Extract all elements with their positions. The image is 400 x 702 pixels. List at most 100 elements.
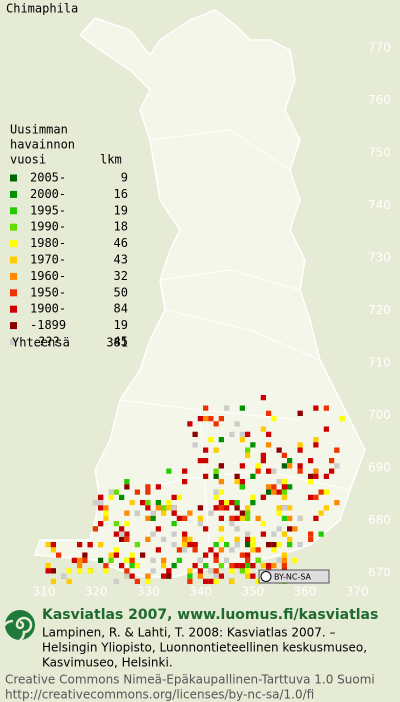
y-coordinate-label: 770 <box>368 41 391 55</box>
occurrence-square <box>203 458 209 464</box>
legend-swatch <box>10 190 17 198</box>
occurrence-square <box>266 442 272 448</box>
occurrence-square <box>239 479 245 485</box>
occurrence-square <box>98 521 104 527</box>
occurrence-square <box>271 542 277 548</box>
occurrence-square <box>255 578 261 584</box>
occurrence-square <box>203 552 209 558</box>
x-coordinate-label: 320 <box>85 585 108 599</box>
occurrence-square <box>119 536 125 542</box>
occurrence-square <box>313 437 319 443</box>
occurrence-square <box>145 515 151 521</box>
occurrence-square <box>255 557 261 563</box>
y-coordinate-label: 670 <box>368 566 391 580</box>
occurrence-square <box>218 437 224 443</box>
occurrence-square <box>234 421 240 427</box>
occurrence-square <box>250 442 256 448</box>
occurrence-square <box>129 552 135 558</box>
y-coordinate-label: 730 <box>368 251 391 265</box>
map-title: Chimaphila <box>6 2 78 16</box>
occurrence-square <box>87 568 93 574</box>
citation-line: Lampinen, R. & Lahti, T. 2008: Kasviatla… <box>42 626 336 640</box>
occurrence-square <box>71 557 77 563</box>
occurrence-square <box>182 479 188 485</box>
occurrence-square <box>213 505 219 511</box>
occurrence-square <box>276 510 282 516</box>
occurrence-square <box>129 557 135 563</box>
legend-count: 32 <box>114 269 128 283</box>
legend-swatch <box>10 174 17 182</box>
occurrence-square <box>297 442 303 448</box>
occurrence-square <box>218 500 224 506</box>
occurrence-square <box>124 484 130 490</box>
occurrence-square <box>197 557 203 563</box>
occurrence-square <box>187 573 193 579</box>
occurrence-square <box>113 521 119 527</box>
occurrence-square <box>297 542 303 548</box>
occurrence-square <box>250 473 256 479</box>
legend-label: 1950- <box>30 285 66 299</box>
occurrence-square <box>213 494 219 500</box>
occurrence-square <box>308 473 314 479</box>
legend-label: 1980- <box>30 236 66 250</box>
occurrence-square <box>271 468 277 474</box>
legend-count: 84 <box>114 302 128 316</box>
occurrence-square <box>119 526 125 532</box>
occurrence-square <box>297 447 303 453</box>
occurrence-square <box>281 505 287 511</box>
legend-count: 43 <box>114 253 128 267</box>
occurrence-square <box>292 526 298 532</box>
occurrence-square <box>245 542 251 548</box>
occurrence-square <box>255 515 261 521</box>
legend-label: ??? <box>38 335 60 349</box>
occurrence-square <box>134 542 140 548</box>
occurrence-square <box>140 552 146 558</box>
occurrence-square <box>82 557 88 563</box>
occurrence-square <box>82 552 88 558</box>
occurrence-square <box>218 489 224 495</box>
occurrence-square <box>45 568 51 574</box>
occurrence-square <box>250 573 256 579</box>
occurrence-square <box>197 521 203 527</box>
occurrence-square <box>323 489 329 495</box>
occurrence-square <box>145 500 151 506</box>
occurrence-square <box>318 489 324 495</box>
occurrence-square <box>171 521 177 527</box>
occurrence-square <box>45 563 51 569</box>
occurrence-square <box>218 573 224 579</box>
occurrence-square <box>161 573 167 579</box>
logo-circle <box>5 610 35 640</box>
total-label: Yhteensä <box>12 336 70 350</box>
occurrence-square <box>266 542 272 548</box>
occurrence-square <box>271 531 277 537</box>
occurrence-square <box>166 505 172 511</box>
occurrence-square <box>155 526 161 532</box>
occurrence-square <box>192 442 198 448</box>
occurrence-square <box>129 500 135 506</box>
occurrence-square <box>239 552 245 558</box>
occurrence-square <box>287 536 293 542</box>
occurrence-square <box>276 526 282 532</box>
occurrence-square <box>213 447 219 453</box>
occurrence-square <box>323 405 329 411</box>
occurrence-square <box>239 463 245 469</box>
occurrence-square <box>155 547 161 553</box>
occurrence-square <box>297 410 303 416</box>
citation-line: Helsingin Yliopisto, Luonnontieteellinen… <box>42 641 367 655</box>
occurrence-square <box>292 557 298 563</box>
occurrence-square <box>108 494 114 500</box>
occurrence-square <box>145 536 151 542</box>
legend-swatch <box>10 338 17 346</box>
occurrence-square <box>187 536 193 542</box>
occurrence-square <box>245 568 251 574</box>
legend-label: -1899 <box>30 318 66 332</box>
occurrence-square <box>171 510 177 516</box>
legend-swatch <box>10 289 17 297</box>
occurrence-square <box>197 515 203 521</box>
occurrence-square <box>213 421 219 427</box>
occurrence-square <box>45 542 51 548</box>
occurrence-square <box>255 463 261 469</box>
occurrence-square <box>334 447 340 453</box>
legend-count: 50 <box>114 285 128 299</box>
